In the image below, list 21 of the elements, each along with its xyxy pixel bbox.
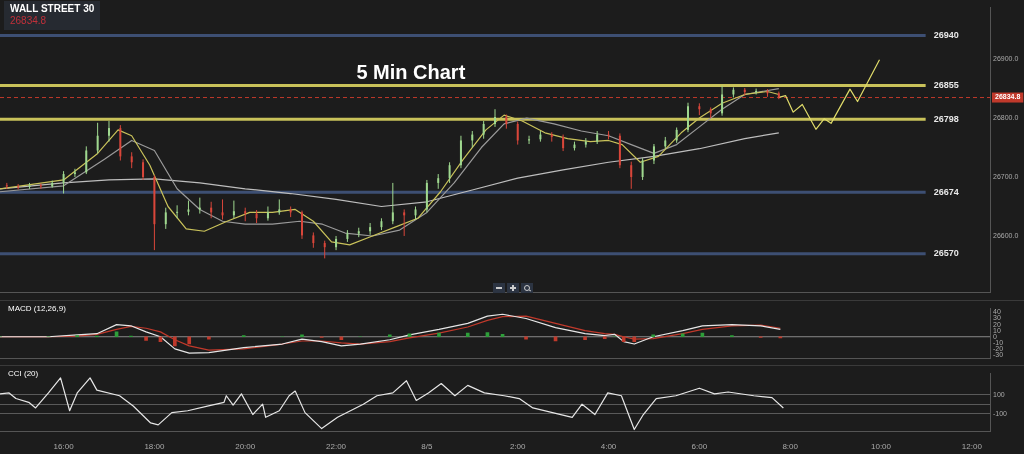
x-tick-label: 2:00 bbox=[509, 442, 527, 452]
x-tick-label: 20:00 bbox=[235, 442, 256, 452]
x-tick-label: 12:00 bbox=[961, 442, 983, 452]
ref-line-label: 26570 bbox=[933, 248, 959, 259]
x-tick-label: 10:00 bbox=[870, 442, 892, 452]
x-tick-label: 18:00 bbox=[144, 442, 165, 452]
x-tick-label: 6:00 bbox=[691, 442, 708, 452]
ref-line-label: 26674 bbox=[933, 186, 959, 197]
x-tick-label: 16:00 bbox=[53, 442, 75, 452]
x-tick-label: 8/5 bbox=[421, 442, 433, 452]
x-tick-label: 22:00 bbox=[326, 442, 347, 452]
x-tick-label: 4:00 bbox=[600, 442, 617, 452]
annotation: WALL STREET 30 bbox=[10, 3, 95, 15]
chart-title: MACD (12,26,9) bbox=[8, 304, 67, 314]
text: 5 Min Chart bbox=[356, 60, 466, 83]
ref-line-label: 26855 bbox=[933, 80, 959, 91]
x-tick-label: 8:00 bbox=[782, 442, 799, 452]
ref-line-label: 26940 bbox=[933, 29, 959, 40]
annotation: 26834.8 bbox=[10, 15, 48, 27]
chart-title: CCI (20) bbox=[8, 369, 39, 379]
ref-line-label: 26798 bbox=[933, 113, 959, 124]
